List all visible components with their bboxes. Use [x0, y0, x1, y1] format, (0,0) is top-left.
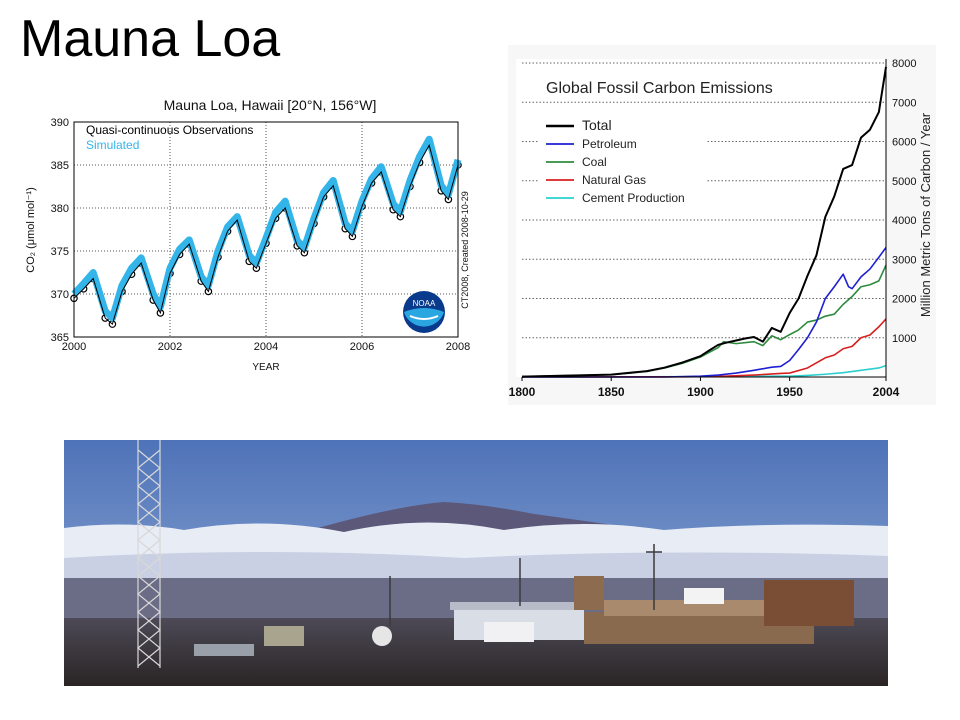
noaa-logo-text: NOAA [413, 299, 436, 308]
fossil-y-tick-label: 6000 [892, 137, 916, 149]
noaa-logo-icon: NOAA [403, 291, 445, 333]
co2-legend-simulated: Simulated [86, 138, 139, 152]
co2-series-layer [70, 135, 462, 328]
co2-x-axis-label: YEAR [252, 362, 279, 373]
observatory-photo [64, 440, 888, 686]
co2-plot-frame [73, 121, 459, 338]
co2-x-ticks: 2000 2002 2004 2006 2008 [62, 341, 470, 353]
fossil-x-tick-label: 2004 [873, 385, 900, 399]
co2-series-simulated [71, 135, 462, 322]
fossil-legend-label: Total [582, 117, 612, 133]
fossil-x-tick-label: 1800 [509, 385, 536, 399]
fossil-y-tick-label: 2000 [892, 294, 916, 306]
fossil-y-tick-label: 5000 [892, 176, 916, 188]
co2-y-tick-label: 370 [51, 289, 69, 301]
utility-poles [389, 544, 662, 626]
fossil-y-axis-label: Million Metric Tons of Carbon / Year [918, 112, 933, 317]
co2-chart: Mauna Loa, Hawaii [20°N, 156°W] 2000 2002… [20, 90, 476, 380]
fossil-legend-label: Cement Production [582, 191, 685, 205]
co2-y-tick-label: 375 [51, 246, 69, 258]
fossil-x-tick-label: 1900 [687, 385, 714, 399]
co2-x-tick-label: 2002 [158, 341, 182, 353]
fossil-legend-label: Coal [582, 155, 607, 169]
co2-y-tick-label: 365 [51, 332, 69, 344]
fossil-legend-label: Petroleum [582, 137, 637, 151]
fossil-y-tick-label: 1000 [892, 333, 916, 345]
fossil-x-tick-label: 1950 [776, 385, 803, 399]
fossil-series-natural-gas [521, 318, 887, 378]
co2-x-tick-label: 2008 [446, 341, 470, 353]
fossil-y-ticks: 1000 2000 3000 4000 5000 6000 7000 8000 [892, 58, 916, 345]
co2-x-tick-label: 2006 [350, 341, 374, 353]
fossil-y-tick-label: 4000 [892, 215, 916, 227]
co2-legend-observations: Quasi-continuous Observations [86, 123, 253, 137]
fossil-x-tick-label: 1850 [598, 385, 625, 399]
co2-y-ticks: 365 370 375 380 385 390 [51, 117, 69, 344]
slide-title: Mauna Loa [20, 10, 281, 68]
fossil-series-total [521, 66, 887, 378]
fossil-series-petroleum [522, 247, 887, 378]
co2-x-tick-label: 2004 [254, 341, 278, 353]
radio-tower [137, 440, 161, 668]
fossil-legend: Total Petroleum Coal Natural Gas Cement Prod… [538, 115, 706, 215]
fossil-y-tick-label: 7000 [892, 97, 916, 109]
observatory-buildings [194, 576, 854, 656]
fossil-series-layer [521, 66, 887, 378]
fossil-y-tick-label: 3000 [892, 254, 916, 266]
co2-series-observations-line [73, 143, 459, 325]
co2-y-tick-label: 390 [51, 117, 69, 129]
cloud-shadow [64, 552, 888, 580]
co2-side-note: CT2008, Created 2008-10-29 [460, 191, 470, 309]
co2-y-tick-label: 385 [51, 160, 69, 172]
fossil-series-cement-production [521, 364, 887, 378]
fossil-chart-title: Global Fossil Carbon Emissions [546, 80, 773, 97]
fossil-y-tick-label: 8000 [892, 58, 916, 70]
fossil-legend-label: Natural Gas [582, 173, 646, 187]
co2-chart-title: Mauna Loa, Hawaii [20°N, 156°W] [164, 97, 377, 113]
co2-x-tick-label: 2000 [62, 341, 86, 353]
fossil-x-ticks: 1800 1850 1900 1950 2004 [509, 377, 900, 399]
fossil-emissions-chart: Global Fossil Carbon Emissions Total Petr… [508, 45, 936, 405]
co2-y-axis-label: CO₂ (μmol mol⁻¹) [25, 187, 37, 272]
co2-y-tick-label: 380 [51, 203, 69, 215]
